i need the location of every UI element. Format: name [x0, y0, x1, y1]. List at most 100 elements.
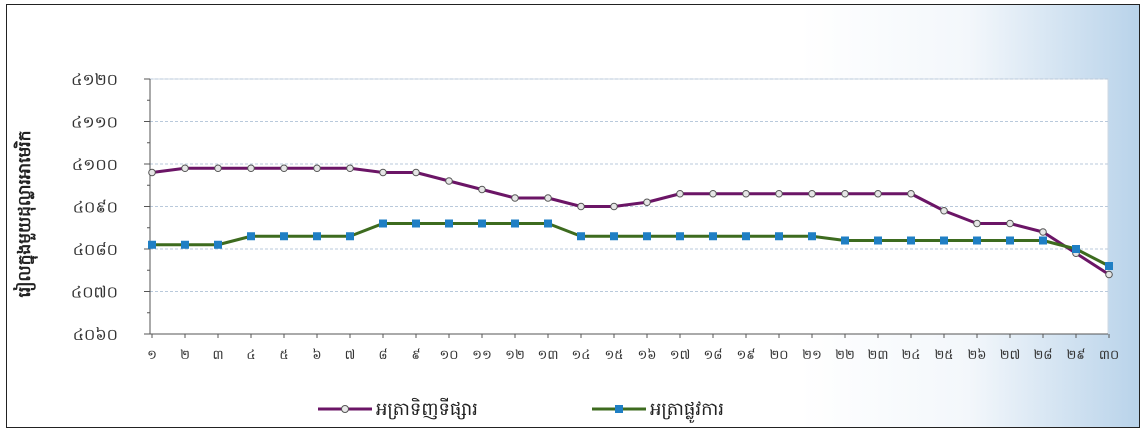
x-tick-label: ២៣	[868, 348, 889, 363]
market-rate-point	[313, 164, 321, 173]
market-rate-point	[940, 206, 948, 215]
market-rate-point	[511, 194, 519, 202]
x-tick-label: ១៤	[571, 348, 590, 363]
x-tick-label: ១៦	[637, 348, 656, 363]
x-tick-label: ១០	[439, 348, 458, 363]
market-rate-point	[1039, 228, 1047, 236]
x-tick-label: ១	[147, 348, 157, 363]
official-rate-point	[643, 232, 651, 241]
axes	[144, 78, 1110, 338]
x-tick-label: ២៤	[901, 348, 920, 363]
legend-marker-market-rate	[341, 405, 349, 413]
market-rate-point	[412, 168, 420, 177]
y-tick-label: ៤០៦០	[73, 325, 118, 344]
y-tick-label: ៤១២០	[71, 70, 118, 89]
market-rate-point	[676, 189, 684, 198]
x-tick-label: ៩	[411, 348, 420, 363]
official-rate-point	[577, 232, 585, 241]
official-rate-point	[709, 232, 717, 241]
x-tick-label: ១៨	[703, 348, 722, 363]
y-tick-label: ៤០៨០	[73, 240, 118, 259]
y-axis-label: រៀលក្នុងមួយដុល្លារអាមេរិក	[13, 130, 38, 297]
x-tick-label: ១៣	[538, 348, 559, 363]
series-line-2	[152, 222, 1110, 268]
market-rate-point	[742, 189, 750, 198]
official-rate-point	[808, 232, 816, 241]
legend-marker-official-rate	[615, 405, 623, 413]
market-rate-point	[709, 189, 717, 198]
official-rate-point	[280, 232, 288, 241]
x-tick-label: ២១	[802, 348, 822, 363]
official-rate-point	[313, 232, 321, 241]
series-lines	[148, 164, 1113, 279]
x-tick-label: ៧	[345, 348, 356, 363]
official-rate-point	[841, 236, 849, 245]
x-tick-label: ២២	[835, 348, 855, 363]
x-tick-labels: ១២៣៤៥៦៧៨៩១០ ១១ ១២ ១៣ ១៤ ១៥ ១៦ ១៧ ១៨ ១៩ ២០ ២១ ២២ ២៣ ២៤២…	[147, 348, 1119, 363]
official-rate-point	[544, 219, 552, 228]
x-tick-label: ៣០	[1099, 348, 1119, 363]
official-rate-point	[610, 232, 618, 241]
market-rate-point	[148, 168, 156, 177]
x-tick-label: ១១	[472, 348, 492, 363]
plot-area	[149, 78, 1109, 335]
official-rate-point	[181, 240, 189, 249]
legend-label-official-rate: អត្រាផ្លូវការ	[650, 399, 724, 423]
y-tick-label: ៤១១០	[71, 113, 118, 132]
official-rate-point	[1039, 236, 1047, 245]
x-tick-label: ៨	[378, 348, 387, 363]
official-rate-point	[1006, 236, 1014, 245]
x-tick-label: ១៧	[670, 348, 691, 363]
official-rate-point	[874, 236, 882, 245]
x-tick-label: ២៨	[1033, 348, 1052, 363]
x-tick-label: ៣	[212, 348, 223, 363]
official-rate-point	[214, 240, 222, 249]
market-rate-point	[181, 164, 189, 173]
market-rate-point	[478, 185, 486, 194]
official-rate-point	[940, 236, 948, 245]
official-rate-point	[1072, 245, 1080, 253]
x-tick-label: ២	[180, 348, 190, 363]
y-tick-label: ៤១០០	[72, 155, 118, 174]
official-rate-point	[379, 219, 387, 228]
x-tick-label: ១២	[505, 348, 525, 363]
y-tick-label: ៤០៩០	[73, 198, 118, 217]
market-rate-point	[643, 198, 651, 207]
x-tick-label: ៦	[312, 348, 321, 363]
official-rate-point	[346, 232, 354, 241]
official-rate-point	[445, 219, 453, 228]
x-tick-label: ១៩	[736, 348, 755, 363]
x-tick-label: ១៥	[604, 348, 623, 363]
official-rate-point	[1105, 262, 1113, 270]
market-rate-point	[1105, 270, 1113, 279]
x-tick-label: ២៧	[1000, 348, 1021, 363]
official-rate-point	[973, 236, 981, 245]
market-rate-point	[346, 164, 354, 173]
legend-label-market-rate: អត្រាទិញទីផ្សារ	[376, 397, 478, 420]
market-rate-point	[973, 219, 981, 228]
market-rate-point	[247, 164, 255, 173]
official-rate-point	[775, 232, 783, 241]
y-tick-label: ៤០៧០	[71, 283, 118, 302]
market-rate-point	[280, 164, 288, 173]
market-rate-point	[775, 189, 783, 198]
official-rate-point	[511, 219, 519, 228]
official-rate-point	[676, 232, 684, 241]
market-rate-point	[1006, 219, 1014, 228]
official-rate-point	[907, 236, 915, 245]
official-rate-point	[247, 232, 255, 241]
market-rate-point	[577, 202, 585, 211]
market-rate-point	[841, 189, 849, 198]
official-rate-point	[478, 219, 486, 228]
market-rate-point	[874, 189, 882, 198]
series-line-1	[151, 166, 1110, 276]
legend: អត្រាទិញទីផ្សារ អត្រាផ្លូវការ	[318, 397, 724, 423]
market-rate-point	[214, 164, 222, 173]
x-tick-label: ២៦	[967, 348, 986, 363]
market-rate-point	[379, 168, 387, 177]
market-rate-point	[610, 202, 618, 211]
market-rate-point	[907, 189, 915, 198]
official-rate-point	[412, 219, 420, 228]
x-tick-label: ២៩	[1066, 348, 1085, 363]
